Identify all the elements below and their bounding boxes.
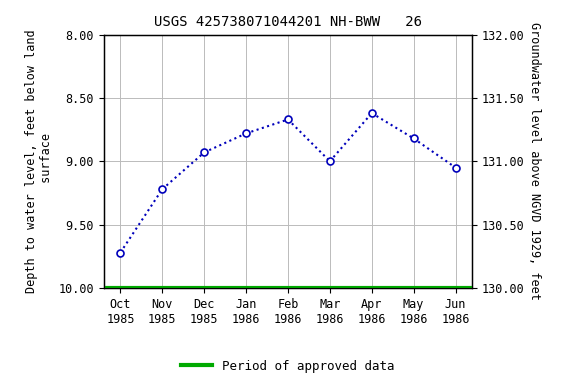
Title: USGS 425738071044201 NH-BWW   26: USGS 425738071044201 NH-BWW 26 xyxy=(154,15,422,29)
Y-axis label: Groundwater level above NGVD 1929, feet: Groundwater level above NGVD 1929, feet xyxy=(528,22,541,300)
Legend: Period of approved data: Period of approved data xyxy=(176,355,400,378)
Y-axis label: Depth to water level, feet below land
 surface: Depth to water level, feet below land su… xyxy=(25,30,53,293)
